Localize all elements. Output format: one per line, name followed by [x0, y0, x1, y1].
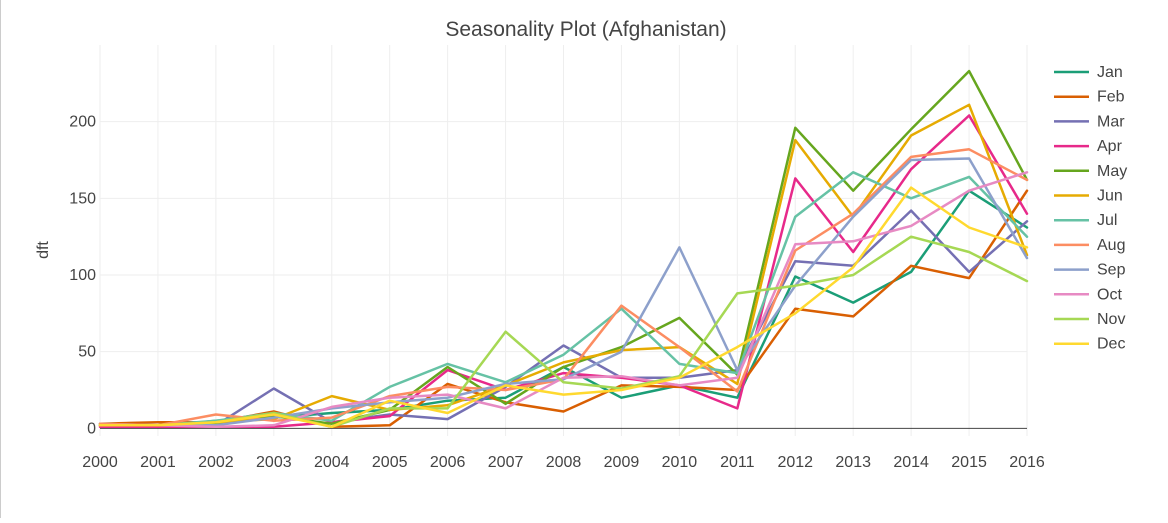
x-tick-label: 2005 [372, 454, 408, 471]
legend-label: Jul [1097, 212, 1117, 229]
y-tick-label: 100 [69, 267, 96, 284]
legend-item-jun: Jun [1054, 188, 1123, 205]
x-tick-label: 2011 [720, 454, 755, 471]
legend-label: Dec [1097, 336, 1125, 353]
legend-label: Aug [1097, 237, 1125, 254]
y-tick-label: 50 [78, 344, 96, 361]
series-line-mar [98, 209, 1029, 427]
legend-item-sep: Sep [1054, 262, 1126, 279]
x-tick-label: 2014 [893, 454, 929, 471]
legend-label: Nov [1097, 311, 1125, 328]
x-tick-label: 2008 [546, 454, 582, 471]
x-tick-label: 2001 [140, 454, 176, 471]
series-line-sep [98, 157, 1029, 427]
x-tick-label: 2015 [951, 454, 987, 471]
y-tick-label: 200 [69, 114, 96, 131]
legend-label: May [1097, 163, 1127, 180]
x-tick-label: 2002 [198, 454, 234, 471]
x-tick-label: 2003 [256, 454, 292, 471]
x-tick-label: 2007 [488, 454, 524, 471]
y-tick-label: 0 [87, 420, 96, 437]
legend-label: Apr [1097, 138, 1123, 155]
chart-title: Seasonality Plot (Afghanistan) [445, 18, 726, 41]
legend-item-jul: Jul [1054, 212, 1117, 229]
series-line-dec [98, 186, 1029, 429]
axis-layer: 2000 2001 2002 2003 2004 2005 2006 2007 2008 2009… [69, 114, 1045, 471]
legend-label: Oct [1097, 286, 1122, 303]
legend-item-may: May [1054, 163, 1127, 180]
legend-item-oct: Oct [1054, 286, 1122, 303]
legend-label: Feb [1097, 89, 1125, 106]
x-tick-label: 2010 [662, 454, 698, 471]
legend-label: Jun [1097, 188, 1123, 205]
x-tick-label: 2006 [430, 454, 466, 471]
series-layer [98, 69, 1029, 429]
x-tick-label: 2016 [1009, 454, 1045, 471]
x-tick-label: 2012 [777, 454, 813, 471]
left-border [0, 0, 1, 518]
legend-label: Sep [1097, 262, 1126, 279]
x-tick-label: 2009 [604, 454, 640, 471]
y-axis-label: dft [35, 241, 52, 259]
x-tick-label: 2004 [314, 454, 350, 471]
legend-label: Mar [1097, 113, 1125, 130]
y-tick-label: 150 [69, 190, 96, 207]
legend-item-apr: Apr [1054, 138, 1123, 155]
legend-item-feb: Feb [1054, 89, 1125, 106]
legend: Jan Feb Mar Apr May Jun Jul Aug Sep Oct Nov Dec [1054, 64, 1127, 353]
legend-item-jan: Jan [1054, 64, 1123, 81]
legend-item-nov: Nov [1054, 311, 1125, 328]
legend-label: Jan [1097, 64, 1123, 81]
legend-item-aug: Aug [1054, 237, 1125, 254]
x-tick-label: 2000 [82, 454, 118, 471]
series-line-oct [98, 171, 1029, 429]
legend-item-dec: Dec [1054, 336, 1125, 353]
legend-item-mar: Mar [1054, 113, 1125, 130]
x-tick-label: 2013 [835, 454, 871, 471]
